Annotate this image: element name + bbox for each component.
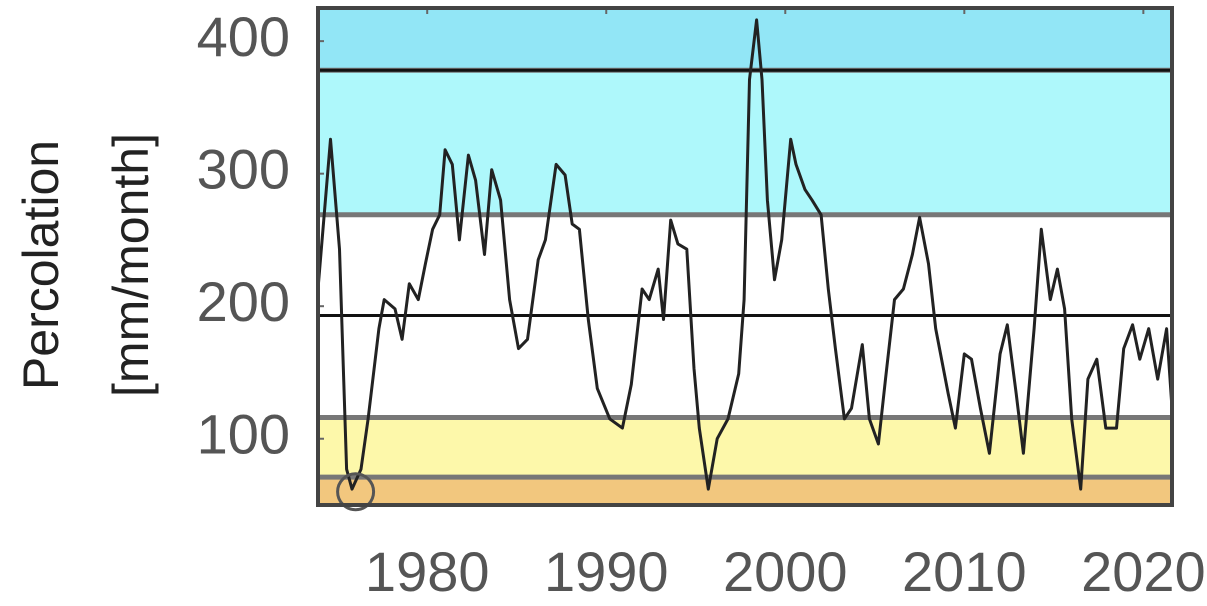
band (318, 477, 1172, 505)
y-axis-label: Percolation [mm/month] (13, 133, 159, 397)
y-axis-label-line: Percolation (13, 140, 69, 390)
y-tick-label: 400 (197, 5, 290, 68)
y-tick-label: 100 (197, 403, 290, 466)
x-tick-label: 1990 (544, 540, 669, 601)
y-tick-label: 300 (197, 137, 290, 200)
data-line (316, 18, 1174, 491)
x-tick-label: 2000 (723, 540, 848, 601)
plot-frame (316, 6, 1174, 507)
x-tick-label: 2020 (1081, 540, 1206, 601)
y-tick-label: 200 (197, 270, 290, 333)
band (318, 8, 1172, 71)
band (318, 70, 1172, 215)
y-axis-label-line: [mm/month] (103, 133, 159, 397)
x-tick-label: 1980 (365, 540, 490, 601)
band (318, 417, 1172, 478)
highlight-circle (336, 472, 376, 512)
x-tick-label: 2010 (902, 540, 1027, 601)
